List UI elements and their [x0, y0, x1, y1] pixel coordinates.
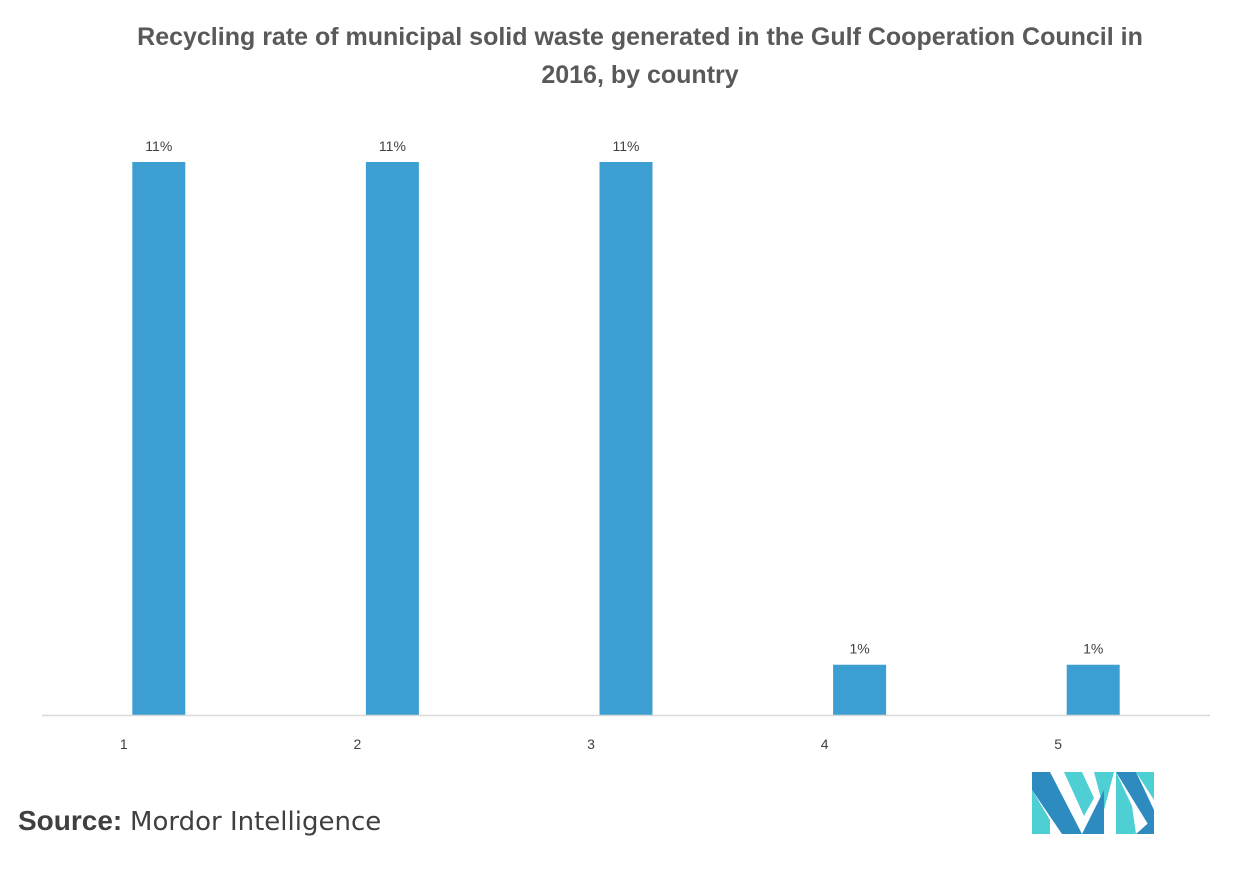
x-tick-label-4: 4: [821, 736, 829, 752]
chart-title: Recycling rate of municipal solid waste …: [137, 23, 1143, 89]
bar-3: [599, 162, 653, 715]
x-tick-label-3: 3: [587, 736, 595, 752]
mordor-intelligence-logo-icon: [1032, 772, 1154, 834]
bar-4: [833, 664, 887, 715]
source-name: Mordor Intelligence: [130, 807, 382, 837]
x-tick-label-5: 5: [1054, 736, 1062, 752]
source-prefix: Source:: [18, 805, 123, 836]
data-label-2: 11%: [379, 138, 406, 154]
data-label-5: 1%: [1083, 641, 1103, 657]
bar-2: [365, 162, 419, 715]
x-tick-label-1: 1: [120, 736, 128, 752]
bars-layer: [132, 162, 1120, 715]
source-note: Source: Mordor Intelligence: [18, 805, 381, 837]
data-label-4: 1%: [849, 641, 869, 657]
labels-layer: 11% 11% 11% 1% 1%: [145, 138, 1103, 657]
x-tick-label-2: 2: [354, 736, 362, 752]
data-label-1: 11%: [145, 138, 172, 154]
bar-1: [132, 162, 186, 715]
bar-5: [1066, 664, 1120, 715]
data-label-3: 11%: [613, 138, 640, 154]
ticks-layer: 1 2 3 4 5: [120, 736, 1062, 752]
